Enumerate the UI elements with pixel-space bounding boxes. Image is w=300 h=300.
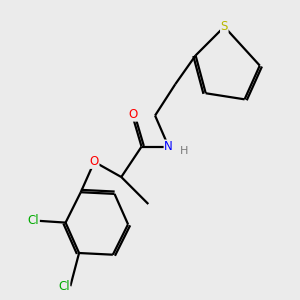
- Text: S: S: [220, 20, 228, 33]
- Text: O: O: [128, 108, 138, 121]
- Text: N: N: [164, 140, 173, 153]
- Text: H: H: [180, 146, 188, 156]
- Text: Cl: Cl: [28, 214, 39, 227]
- Text: O: O: [90, 155, 99, 168]
- Text: Cl: Cl: [58, 280, 70, 293]
